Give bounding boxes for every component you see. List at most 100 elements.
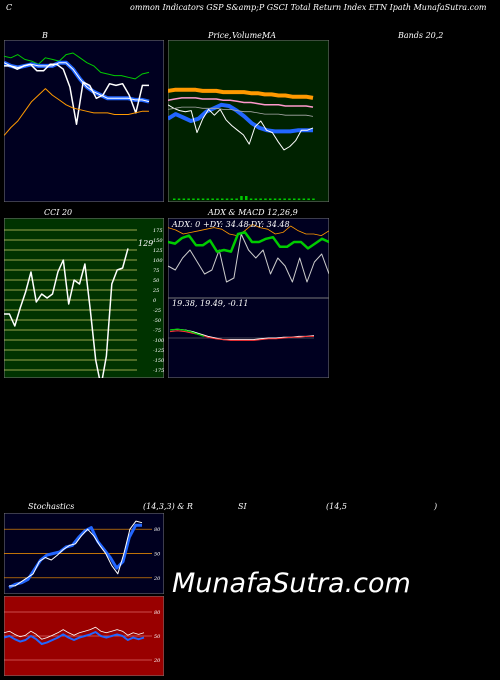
stoch-title-a: Stochastics xyxy=(28,502,75,511)
volume-bar xyxy=(177,198,181,200)
bb-lower-band-line xyxy=(4,88,149,136)
bollinger-panel xyxy=(4,40,164,202)
cci-tick-label: -175 xyxy=(153,368,164,374)
cci-tick-label: -125 xyxy=(153,348,164,354)
adx-macd-title: ADX & MACD 12,26,9 xyxy=(208,208,298,217)
rsi-line xyxy=(4,631,145,645)
cci-panel: 175 150 125 100 75 50 25 0 -25 -50 -75 -100 -125 -150… xyxy=(4,218,164,378)
price-ma-panel xyxy=(168,40,329,202)
stoch-title-e: ) xyxy=(434,502,438,511)
volume-bar xyxy=(273,198,277,200)
ma-title: MA xyxy=(262,31,276,40)
volume-bar xyxy=(201,198,205,200)
volume-bar xyxy=(269,198,272,200)
cci-tick-label: -150 xyxy=(153,358,164,364)
stoch-tick-label: 20 xyxy=(153,576,161,582)
volume-bar xyxy=(235,198,238,200)
cci-tick-label: -50 xyxy=(153,318,162,324)
rsi-tick-label: 50 xyxy=(154,634,161,640)
stoch-panel: 80 50 20 xyxy=(4,513,164,594)
volume-bar xyxy=(245,196,248,200)
rsi-panel: 80 50 20 xyxy=(4,596,164,676)
volume-bar xyxy=(283,198,286,200)
bollinger-title: B xyxy=(42,31,48,40)
volume-bar xyxy=(197,198,200,200)
header-left: C xyxy=(6,3,13,12)
stoch-k-line xyxy=(9,520,143,587)
macd-panel xyxy=(168,298,329,378)
volume-title: Volume, xyxy=(232,31,265,40)
volume-bar xyxy=(293,198,296,200)
volume-bar xyxy=(288,198,291,200)
watermark: MunafaSutra.com xyxy=(172,568,411,599)
macd-label: 19.38, 19.49, -0.11 xyxy=(172,299,249,308)
adx-white-line xyxy=(168,233,329,283)
cci-tick-label: 175 xyxy=(153,228,163,234)
stoch-tick-label: 50 xyxy=(154,552,161,558)
volume-bar xyxy=(211,198,214,200)
bollinger-chart xyxy=(4,40,164,202)
cci-tick-label: 150 xyxy=(153,238,163,244)
bb-upper-band-line xyxy=(4,52,150,80)
stoch-chart: 80 50 20 xyxy=(4,513,164,594)
ma-grey-line xyxy=(168,106,314,117)
cci-title: CCI 20 xyxy=(44,208,73,217)
rsi-white-line xyxy=(4,626,145,640)
stoch-title-d: (14,5 xyxy=(326,502,347,511)
macd-chart xyxy=(168,298,329,378)
rsi-tick-label: 20 xyxy=(153,658,161,664)
volume-bar xyxy=(302,198,306,200)
cci-tick-label: 75 xyxy=(153,268,159,274)
cci-tick-label: 50 xyxy=(153,278,160,284)
cci-tick-label: 25 xyxy=(152,288,159,294)
minus-di-label: -DY: 34.48 xyxy=(248,220,290,229)
cci-chart: 175 150 125 100 75 50 25 0 -25 -50 -75 -100 -125 -150… xyxy=(4,218,164,378)
volume-bar xyxy=(312,198,315,200)
cci-tick-label: 0 xyxy=(153,298,157,304)
cci-tick-label: 125 xyxy=(153,248,163,254)
macd-hist-line xyxy=(169,328,205,337)
page-title: ommon Indicators GSP S&amp;P GSCI Total … xyxy=(130,3,487,12)
plus-di-label: +DY: 34.48 xyxy=(203,220,249,229)
volume-bar xyxy=(259,198,262,200)
price-line xyxy=(168,104,314,151)
rsi-chart: 80 50 20 xyxy=(4,596,164,676)
volume-bar xyxy=(206,198,210,200)
ma-long-line xyxy=(168,87,314,100)
stoch-title-b: (14,3,3) & R xyxy=(143,502,193,511)
cci-line xyxy=(4,248,129,378)
cci-last-value: 129 xyxy=(138,239,153,248)
volume-bar xyxy=(297,198,301,200)
price-title: Price, xyxy=(208,31,232,40)
bands-title: Bands 20,2 xyxy=(398,31,444,40)
stoch-title-c: SI xyxy=(238,502,247,511)
ma-short-line xyxy=(168,102,313,134)
volume-bar xyxy=(264,198,267,200)
volume-bar xyxy=(230,198,234,200)
cci-tick-label: 100 xyxy=(153,258,163,264)
rsi-tick-label: 80 xyxy=(154,610,161,616)
cci-tick-label: -75 xyxy=(153,328,161,334)
volume-bar xyxy=(249,198,253,200)
cci-tick-label: -100 xyxy=(153,338,164,344)
volume-bar xyxy=(187,198,190,200)
volume-bar xyxy=(278,198,282,200)
bb-price-line xyxy=(4,63,149,125)
adx-label: ADX: 0 xyxy=(172,220,201,229)
stoch-tick-label: 80 xyxy=(154,527,161,533)
volume-bar xyxy=(225,198,229,200)
volume-bar xyxy=(221,198,224,200)
volume-bar xyxy=(216,198,219,200)
adx-chart xyxy=(168,218,329,298)
cci-tick-label: -25 xyxy=(153,308,161,314)
volume-bar xyxy=(192,198,195,200)
volume-bar xyxy=(307,198,310,200)
volume-bar xyxy=(182,198,186,200)
volume-bar xyxy=(173,198,176,200)
price-ma-chart xyxy=(168,40,329,202)
adx-green-line xyxy=(168,231,329,253)
volume-bar xyxy=(254,198,258,200)
adx-orange-line xyxy=(168,224,329,237)
ma-mid-line xyxy=(168,97,314,108)
volume-bar xyxy=(240,196,243,200)
